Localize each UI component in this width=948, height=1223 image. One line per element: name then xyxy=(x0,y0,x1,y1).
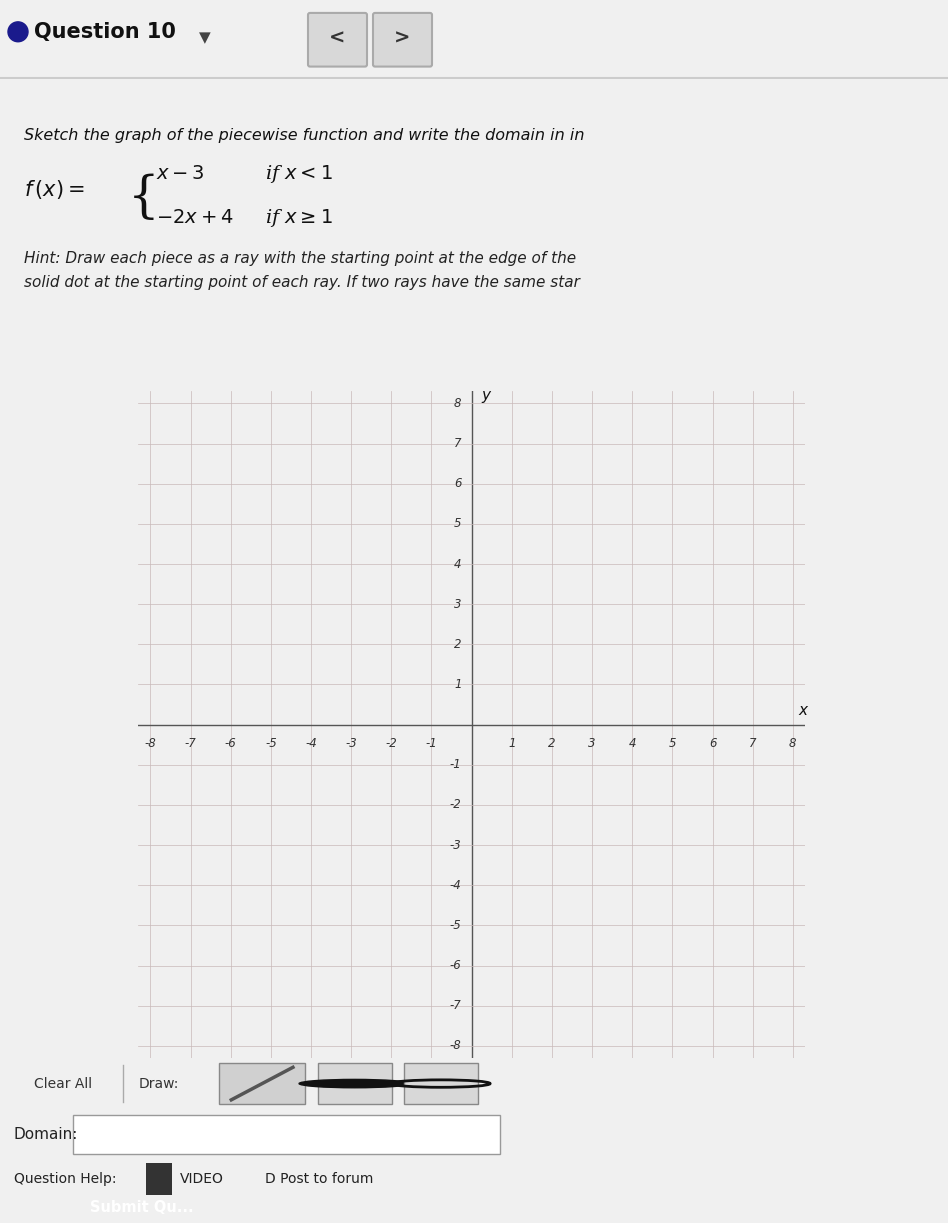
Text: VIDEO: VIDEO xyxy=(180,1172,224,1186)
Text: Domain:: Domain: xyxy=(13,1126,78,1142)
Text: if $x < 1$: if $x < 1$ xyxy=(265,163,333,185)
FancyBboxPatch shape xyxy=(73,1115,501,1153)
Text: -5: -5 xyxy=(450,918,462,932)
Text: x: x xyxy=(798,703,808,718)
Text: -5: -5 xyxy=(265,736,277,750)
FancyBboxPatch shape xyxy=(404,1063,478,1104)
Text: 7: 7 xyxy=(454,437,462,450)
Text: 6: 6 xyxy=(454,477,462,490)
FancyBboxPatch shape xyxy=(219,1063,305,1104)
Text: 5: 5 xyxy=(454,517,462,531)
Text: Question Help:: Question Help: xyxy=(13,1172,117,1186)
Text: solid dot at the starting point of each ray. If two rays have the same star: solid dot at the starting point of each … xyxy=(24,275,579,290)
FancyBboxPatch shape xyxy=(318,1063,392,1104)
Text: -4: -4 xyxy=(450,879,462,892)
Text: 8: 8 xyxy=(454,397,462,410)
Text: 3: 3 xyxy=(454,598,462,610)
Text: 1: 1 xyxy=(508,736,516,750)
Text: y: y xyxy=(482,388,490,402)
Text: -6: -6 xyxy=(225,736,237,750)
Text: $-2x+4$: $-2x+4$ xyxy=(156,209,234,226)
FancyBboxPatch shape xyxy=(373,13,432,66)
Text: Submit Qu...: Submit Qu... xyxy=(90,1200,194,1216)
Text: -3: -3 xyxy=(450,839,462,851)
Text: -6: -6 xyxy=(450,959,462,972)
Text: {: { xyxy=(128,174,159,223)
Text: 2: 2 xyxy=(454,638,462,651)
Text: -7: -7 xyxy=(450,999,462,1013)
Text: $x-3$: $x-3$ xyxy=(156,165,205,182)
Text: 3: 3 xyxy=(589,736,596,750)
Text: >: > xyxy=(393,28,410,48)
Text: -2: -2 xyxy=(386,736,397,750)
Text: $f\,(x) = $: $f\,(x) = $ xyxy=(24,179,84,201)
Text: if $x \geq 1$: if $x \geq 1$ xyxy=(265,207,333,229)
Text: -4: -4 xyxy=(305,736,317,750)
Text: Draw:: Draw: xyxy=(138,1076,179,1091)
Text: -1: -1 xyxy=(450,758,462,772)
Text: -7: -7 xyxy=(185,736,196,750)
Circle shape xyxy=(8,22,28,42)
Text: 5: 5 xyxy=(668,736,676,750)
FancyBboxPatch shape xyxy=(146,1163,172,1195)
Text: -3: -3 xyxy=(345,736,357,750)
Text: Sketch the graph of the piecewise function and write the domain in in: Sketch the graph of the piecewise functi… xyxy=(24,128,584,143)
Text: <: < xyxy=(329,28,345,48)
Text: Hint: Draw each piece as a ray with the starting point at the edge of the: Hint: Draw each piece as a ray with the … xyxy=(24,251,575,265)
Text: 4: 4 xyxy=(454,558,462,570)
Text: -1: -1 xyxy=(426,736,437,750)
Text: 1: 1 xyxy=(454,678,462,691)
Text: ▼: ▼ xyxy=(199,31,210,45)
Text: -8: -8 xyxy=(450,1040,462,1052)
Text: Question 10: Question 10 xyxy=(34,22,176,42)
Text: Clear All: Clear All xyxy=(34,1076,92,1091)
Text: 4: 4 xyxy=(629,736,636,750)
Text: 8: 8 xyxy=(789,736,796,750)
Text: D Post to forum: D Post to forum xyxy=(265,1172,374,1186)
Circle shape xyxy=(300,1080,410,1087)
Text: -8: -8 xyxy=(144,736,156,750)
Text: 6: 6 xyxy=(709,736,717,750)
Text: 2: 2 xyxy=(548,736,556,750)
FancyBboxPatch shape xyxy=(308,13,367,66)
Text: -2: -2 xyxy=(450,799,462,811)
Text: 7: 7 xyxy=(749,736,757,750)
